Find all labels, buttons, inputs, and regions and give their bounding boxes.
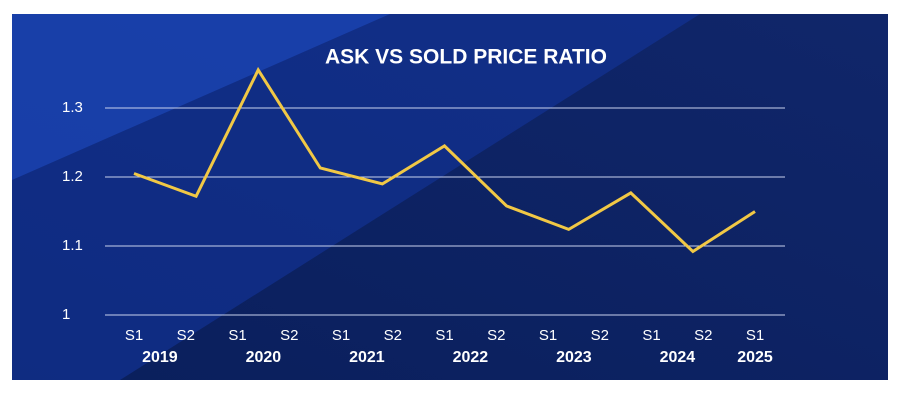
x-tick-label: S1 xyxy=(435,327,453,344)
y-tick-label: 1.3 xyxy=(62,99,83,116)
year-label: 2025 xyxy=(737,349,773,366)
x-tick-label: S2 xyxy=(280,327,298,344)
year-label: 2022 xyxy=(453,349,489,366)
year-label: 2019 xyxy=(142,349,178,366)
panel-band xyxy=(12,14,700,380)
year-label: 2024 xyxy=(660,349,696,366)
year-label: 2023 xyxy=(556,349,592,366)
year-label: 2021 xyxy=(349,349,385,366)
x-tick-label: S1 xyxy=(228,327,246,344)
chart-title: ASK VS SOLD PRICE RATIO xyxy=(325,46,607,69)
y-tick-label: 1.2 xyxy=(62,168,83,185)
x-tick-label: S2 xyxy=(177,327,195,344)
x-tick-label: S1 xyxy=(125,327,143,344)
y-tick-label: 1 xyxy=(62,306,70,323)
x-tick-label: S2 xyxy=(487,327,505,344)
x-tick-label: S1 xyxy=(539,327,557,344)
x-tick-label: S2 xyxy=(591,327,609,344)
x-tick-label: S1 xyxy=(746,327,764,344)
x-tick-label: S2 xyxy=(694,327,712,344)
y-tick-label: 1.1 xyxy=(62,237,83,254)
panel-band xyxy=(12,14,390,180)
x-tick-label: S1 xyxy=(332,327,350,344)
data-line xyxy=(133,66,756,254)
x-tick-label: S2 xyxy=(384,327,402,344)
x-tick-label: S1 xyxy=(642,327,660,344)
year-label: 2020 xyxy=(246,349,282,366)
